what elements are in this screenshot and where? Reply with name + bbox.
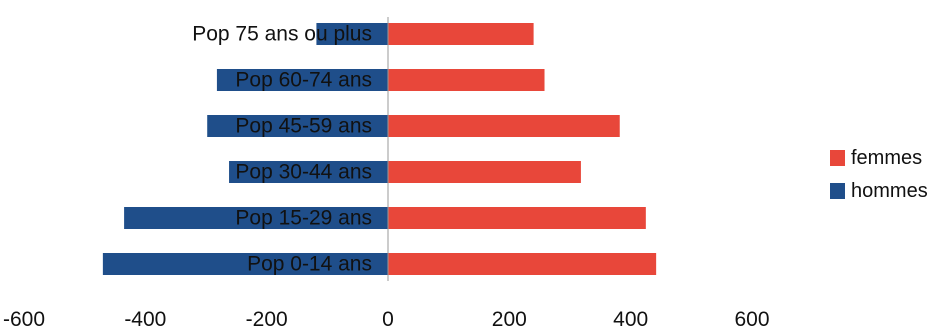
bar-femmes-5 [388,23,534,45]
bar-hommes-0 [102,253,388,275]
bar-hommes-3 [207,115,388,137]
category-label: Pop 75 ans ou plus [192,23,372,46]
category-label: Pop 30-44 ans [235,161,372,184]
legend-swatch-femmes [830,150,845,166]
x-tick-label: 200 [492,308,527,331]
bar-femmes-0 [388,253,657,275]
x-tick-label: 600 [734,308,769,331]
x-tick-label: 0 [382,308,394,331]
bar-femmes-3 [388,115,620,137]
bar-femmes-4 [388,69,545,91]
legend-swatch-hommes [830,183,845,199]
legend-label-hommes: hommes [851,180,928,202]
x-tick-label: -400 [124,308,166,331]
bar-hommes-5 [316,23,388,45]
bar-hommes-2 [229,161,388,183]
category-labels: Pop 0-14 ans Pop 15-29 ans Pop 30-44 ans Po… [192,23,372,276]
category-label: Pop 0-14 ans [247,253,372,276]
x-axis-tick-labels: -600 -400 -200 0 200 400 600 [3,308,770,331]
bar-femmes-1 [388,207,646,229]
bar-femmes-2 [388,161,581,183]
category-label: Pop 60-74 ans [235,69,372,92]
x-tick-label: -600 [3,308,45,331]
bars-group [102,23,657,275]
bar-hommes-1 [124,207,388,229]
x-tick-label: 400 [613,308,648,331]
category-label: Pop 15-29 ans [235,207,372,230]
x-tick-label: -200 [246,308,288,331]
legend: femmes hommes [830,147,928,202]
category-label: Pop 45-59 ans [235,115,372,138]
bar-hommes-4 [216,69,388,91]
legend-label-femmes: femmes [851,147,922,169]
